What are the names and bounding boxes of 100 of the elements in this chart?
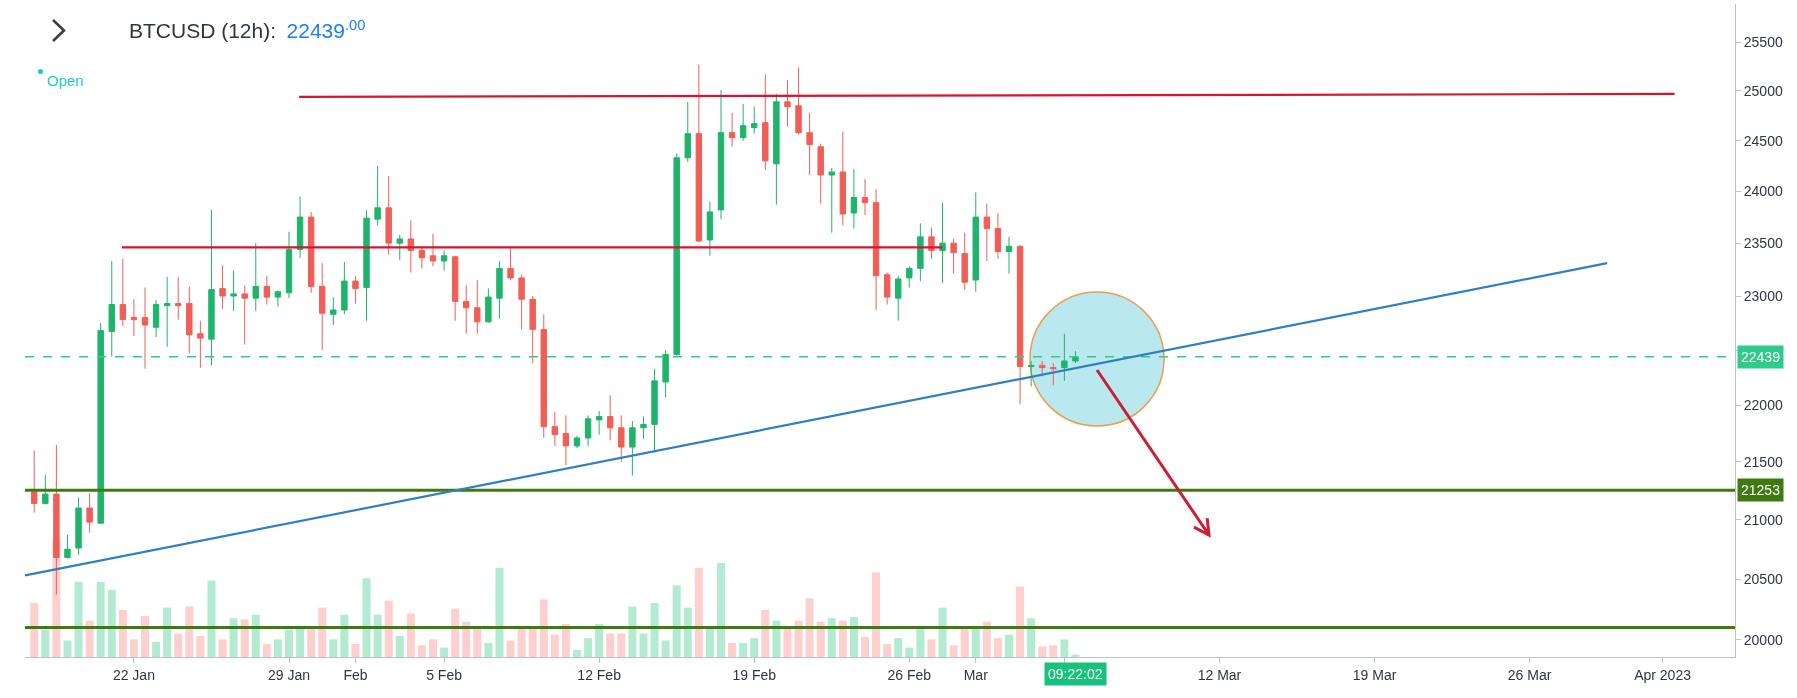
x-tick-label: 19 Mar — [1352, 666, 1397, 683]
bar — [960, 628, 969, 657]
y-tick-label: 21500 — [1743, 453, 1783, 470]
candlestick — [573, 435, 581, 449]
candlestick — [839, 131, 847, 226]
bar — [606, 633, 615, 657]
candlestick — [407, 219, 415, 274]
candlestick — [728, 112, 736, 148]
bar — [1049, 645, 1058, 657]
bar — [805, 598, 814, 657]
y-tick-label: 23000 — [1743, 287, 1783, 304]
bar — [362, 578, 371, 657]
bar — [595, 624, 604, 657]
candlestick — [75, 497, 82, 556]
bar — [728, 642, 737, 657]
candlestick — [440, 249, 448, 271]
bar — [694, 567, 703, 657]
bar — [351, 644, 360, 657]
candlestick — [629, 420, 636, 477]
candlestick — [872, 188, 880, 311]
candlestick — [861, 178, 869, 216]
candlestick — [662, 349, 669, 399]
candlestick — [540, 313, 547, 439]
bar — [218, 639, 227, 657]
bar — [639, 633, 648, 657]
candlestick — [119, 258, 127, 327]
x-tick-label: Apr 2023 — [1634, 666, 1692, 683]
bar — [561, 624, 570, 657]
bar — [750, 638, 759, 657]
candlestick — [595, 410, 603, 436]
bar — [927, 639, 936, 657]
ref-line-label: 22439 — [1741, 349, 1781, 365]
text: 22439$^{.00}$ — [286, 16, 366, 43]
candlestick — [130, 298, 138, 337]
candlestick — [108, 260, 115, 358]
candlestick — [751, 106, 758, 135]
bar — [74, 581, 83, 657]
bar — [307, 628, 316, 657]
y-tick-label: 24500 — [1743, 132, 1783, 149]
candlestick — [86, 492, 93, 534]
candlestick — [828, 167, 835, 234]
x-tick-label: 12 Feb — [577, 666, 622, 683]
candlestick — [186, 285, 193, 354]
bar — [573, 649, 581, 657]
bar — [185, 606, 194, 657]
candlestick — [307, 211, 315, 294]
candlestick — [374, 165, 381, 226]
candlestick — [850, 168, 858, 230]
bar — [141, 615, 149, 657]
candlestick — [651, 368, 658, 454]
bar — [163, 607, 172, 657]
candlestick — [817, 143, 824, 205]
candlestick — [717, 89, 725, 220]
bar — [340, 614, 349, 657]
bar — [938, 607, 947, 657]
y-tick-label: 25500 — [1743, 34, 1783, 51]
candlestick — [496, 260, 503, 320]
candlestick — [518, 274, 525, 330]
candlestick — [784, 79, 791, 128]
candlestick — [341, 261, 348, 315]
bar — [916, 628, 925, 657]
candlestick — [684, 101, 691, 163]
bar — [285, 629, 293, 657]
text: 09:22:02 — [1048, 666, 1103, 682]
bar — [982, 621, 991, 657]
candlestick — [42, 473, 49, 506]
bar — [905, 647, 914, 657]
candlestick — [551, 411, 559, 447]
candlestick — [319, 262, 326, 351]
bar — [329, 639, 338, 657]
bar — [1005, 634, 1013, 657]
candlestick — [64, 534, 71, 560]
candlestick — [1050, 362, 1057, 386]
candlestick — [252, 242, 259, 312]
bar — [129, 639, 138, 657]
bar — [451, 608, 460, 657]
candlestick — [285, 231, 293, 299]
candlestick — [983, 203, 991, 262]
x-tick-label: Mar — [963, 666, 989, 683]
candlestick — [584, 414, 592, 447]
bar — [1038, 646, 1047, 657]
bar — [152, 641, 161, 657]
candlestick — [396, 234, 403, 261]
bar — [473, 628, 482, 657]
bar — [373, 614, 382, 657]
x-tick-label: 26 Mar — [1507, 666, 1552, 683]
y-tick-label: 25000 — [1743, 82, 1783, 99]
text: BTCUSD (12h): — [129, 19, 277, 43]
y-tick-label: 22000 — [1743, 397, 1783, 414]
bar — [838, 620, 847, 657]
bar — [240, 619, 249, 657]
candlestick — [1016, 244, 1024, 405]
candlestick — [762, 73, 769, 171]
candlestick — [673, 153, 680, 357]
candlestick — [950, 238, 957, 275]
x-tick-label: 19 Feb — [732, 666, 777, 683]
x-tick-label: 5 Feb — [426, 666, 463, 683]
bar — [705, 628, 714, 657]
bar — [506, 640, 515, 657]
bar — [384, 600, 393, 657]
